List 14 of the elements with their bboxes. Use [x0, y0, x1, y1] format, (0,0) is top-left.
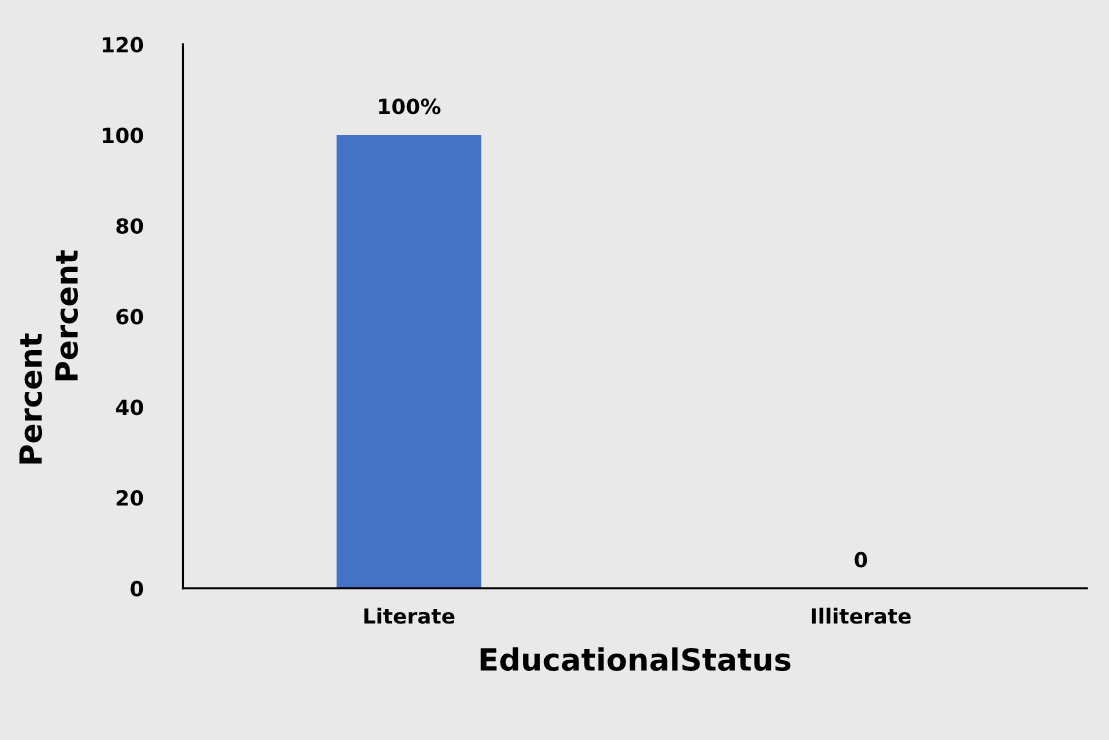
- y-tick-label: 100: [102, 127, 144, 144]
- text: Percent: [19, 333, 43, 464]
- x-axis-title: EducationalStatus: [480, 647, 791, 671]
- y-axis-title: Percent: [55, 250, 79, 381]
- data-label: 100%: [379, 98, 441, 115]
- y-tick-label: 20: [116, 490, 144, 506]
- y-tick-label: 0: [130, 580, 144, 597]
- x-tick-label: Literate: [364, 607, 455, 624]
- y-tick-label: 40: [116, 399, 144, 416]
- x-tick-label: Illiterate: [811, 607, 911, 624]
- y-tick-label: 80: [116, 218, 144, 234]
- y-tick-label: 120: [102, 36, 144, 53]
- y-tick-label: 60: [116, 308, 144, 325]
- data-label: 0: [854, 551, 868, 568]
